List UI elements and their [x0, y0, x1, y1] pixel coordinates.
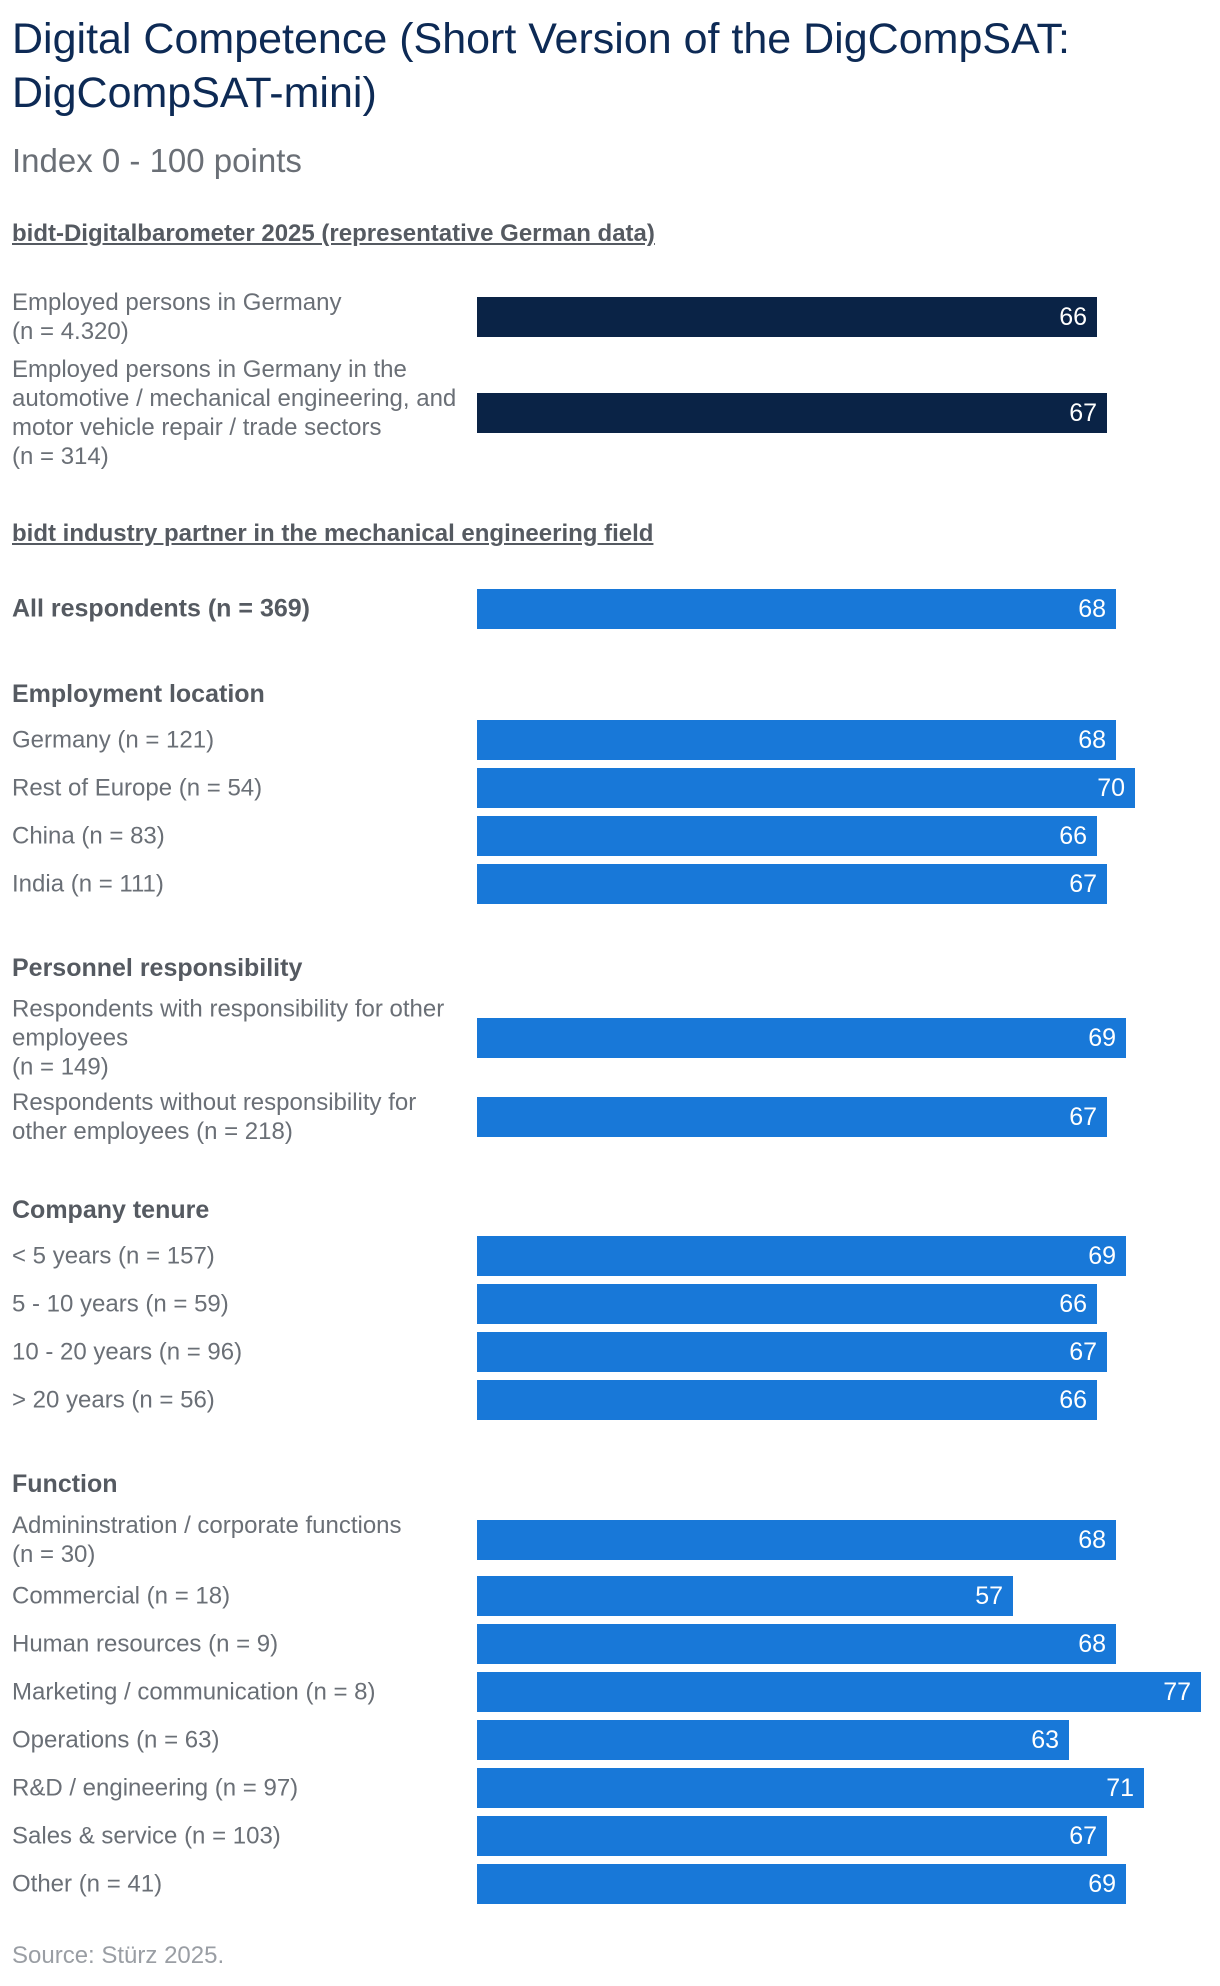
bar-value-label: 68 [1078, 726, 1106, 754]
bar-value-label: 68 [1078, 1526, 1106, 1554]
bar-value-label: 69 [1088, 1242, 1116, 1270]
bar-label: India (n = 111) [12, 870, 164, 898]
bar: 68 [477, 589, 1116, 629]
bar: 77 [477, 1672, 1201, 1712]
bar: 69 [477, 1864, 1126, 1904]
bar-label: Other (n = 41) [12, 1870, 163, 1898]
group-heading: Personnel responsibility [12, 954, 303, 982]
bar-label: > 20 years (n = 56) [12, 1386, 215, 1414]
bar-value-label: 63 [1031, 1726, 1059, 1754]
bar: 68 [477, 1624, 1116, 1664]
bar-label: 5 - 10 years (n = 59) [12, 1290, 229, 1318]
bar-value-label: 67 [1069, 1103, 1097, 1131]
bar-label: Employed persons in Germany (n = 4.320) [12, 289, 342, 345]
chart-subtitle: Index 0 - 100 points [12, 142, 302, 179]
bar-label: Operations (n = 63) [12, 1726, 220, 1754]
bar: 66 [477, 297, 1097, 337]
bar: 67 [477, 393, 1107, 433]
bar-label: Employed persons in Germany in the autom… [12, 356, 457, 470]
bar: 66 [477, 1380, 1097, 1420]
bar-label: Germany (n = 121) [12, 726, 215, 754]
bar: 66 [477, 1284, 1097, 1324]
bar-label: Rest of Europe (n = 54) [12, 774, 263, 802]
bar-label: China (n = 83) [12, 822, 165, 850]
bar: 67 [477, 1816, 1107, 1856]
bar: 67 [477, 864, 1107, 904]
bar-value-label: 70 [1097, 774, 1125, 802]
bar: 71 [477, 1768, 1144, 1808]
bar-value-label: 66 [1059, 822, 1087, 850]
group-heading: Employment location [12, 680, 265, 708]
bar: 70 [477, 768, 1135, 808]
bar-value-label: 69 [1088, 1024, 1116, 1052]
bar-label: Respondents with responsibility for othe… [12, 995, 445, 1081]
bar-value-label: 67 [1069, 399, 1097, 427]
bar-value-label: 67 [1069, 1338, 1097, 1366]
bar-label: Admininstration / corporate functions (n… [12, 1512, 402, 1568]
group-heading: Function [12, 1470, 118, 1498]
chart-title: Digital Competence (Short Version of the… [12, 15, 1070, 117]
bar-value-label: 57 [975, 1582, 1003, 1610]
bar: 69 [477, 1018, 1126, 1058]
bar: 57 [477, 1576, 1013, 1616]
bar-label: All respondents (n = 369) [12, 594, 310, 623]
bar-value-label: 66 [1059, 1290, 1087, 1318]
section-heading: bidt industry partner in the mechanical … [12, 520, 654, 547]
bar-value-label: 68 [1078, 1630, 1106, 1658]
bar-value-label: 77 [1163, 1678, 1191, 1706]
bar-value-label: 67 [1069, 870, 1097, 898]
bar-value-label: 66 [1059, 1386, 1087, 1414]
group-heading: Company tenure [12, 1196, 210, 1224]
bar-label: Marketing / communication (n = 8) [12, 1678, 376, 1706]
section-heading: bidt-Digitalbarometer 2025 (representati… [12, 220, 655, 247]
bar-label: 10 - 20 years (n = 96) [12, 1338, 243, 1366]
bar: 68 [477, 720, 1116, 760]
bar: 66 [477, 816, 1097, 856]
bar: 63 [477, 1720, 1069, 1760]
bar: 69 [477, 1236, 1126, 1276]
bar-label: R&D / engineering (n = 97) [12, 1774, 299, 1802]
bar-value-label: 68 [1078, 595, 1106, 623]
bar: 67 [477, 1097, 1107, 1137]
bar-value-label: 67 [1069, 1822, 1097, 1850]
bar-label: Respondents without responsibility for o… [12, 1089, 417, 1145]
bar-label: Human resources (n = 9) [12, 1630, 279, 1658]
bar-label: Sales & service (n = 103) [12, 1822, 281, 1850]
bar-label: Commercial (n = 18) [12, 1582, 231, 1610]
bar: 67 [477, 1332, 1107, 1372]
bar-label: < 5 years (n = 157) [12, 1242, 215, 1270]
bar-value-label: 71 [1106, 1774, 1134, 1802]
bar: 68 [477, 1520, 1116, 1560]
source-note: Source: Stürz 2025. [12, 1942, 225, 1969]
bar-value-label: 66 [1059, 303, 1087, 331]
bar-value-label: 69 [1088, 1870, 1116, 1898]
